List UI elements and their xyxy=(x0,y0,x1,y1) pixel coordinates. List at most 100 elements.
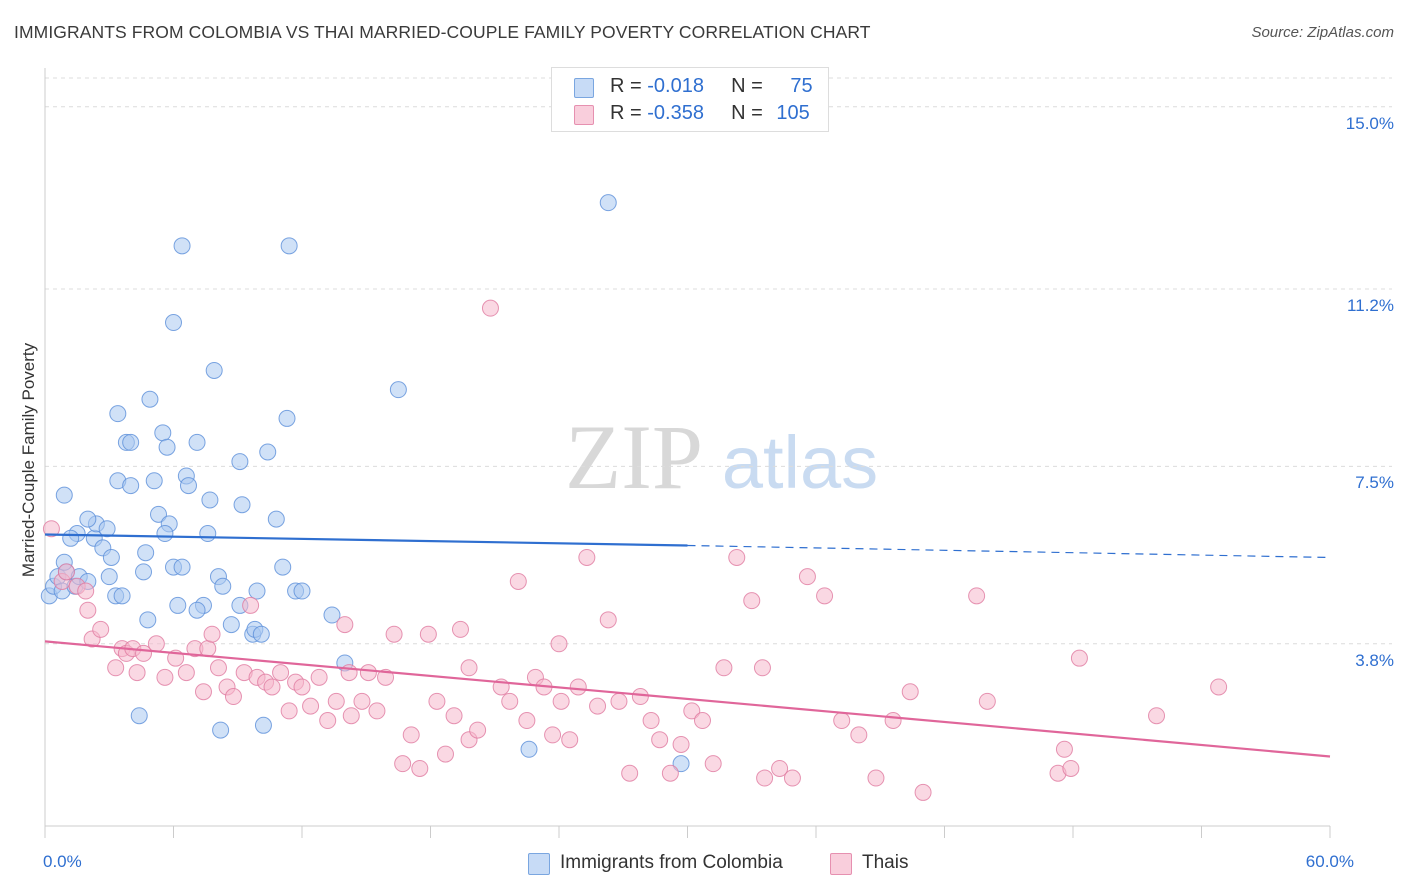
n-label: N = xyxy=(731,75,769,97)
thais-point-74 xyxy=(661,764,679,782)
thais-point-54 xyxy=(469,721,487,739)
thais-point-96 xyxy=(1055,740,1073,758)
thais-point-24 xyxy=(224,688,242,706)
r-value-thais: -0.358 xyxy=(647,102,704,124)
thais-point-21 xyxy=(203,625,221,643)
colombia-trend-extension xyxy=(687,544,1331,559)
watermark-zip: ZIP xyxy=(565,406,703,508)
thais-point-64 xyxy=(561,731,579,749)
thais-point-73 xyxy=(651,731,669,749)
thais-point-86 xyxy=(816,587,834,605)
colombia-point-33 xyxy=(165,314,182,332)
thais-point-2 xyxy=(57,563,75,581)
colombia-point-74 xyxy=(233,496,251,514)
thais-point-84 xyxy=(783,769,801,787)
watermark: ZIP atlas xyxy=(565,406,878,508)
colombia-point-34 xyxy=(173,237,191,255)
colombia-point-63 xyxy=(520,740,538,758)
stats-swatch-thais xyxy=(574,105,594,125)
thais-point-72 xyxy=(642,712,660,730)
thais-point-97 xyxy=(1062,759,1080,777)
thais-point-47 xyxy=(411,759,429,777)
thais-point-15 xyxy=(156,668,174,686)
thais-point-91 xyxy=(901,683,919,701)
colombia-point-44 xyxy=(222,616,240,634)
thais-point-14 xyxy=(147,635,165,653)
thais-point-76 xyxy=(683,702,701,720)
thais-point-57 xyxy=(501,692,519,710)
colombia-point-36 xyxy=(179,477,197,495)
legend-swatch-thais xyxy=(830,853,852,875)
thais-point-77 xyxy=(693,712,711,730)
colombia-point-64 xyxy=(212,721,230,739)
thais-point-68 xyxy=(599,611,617,629)
colombia-point-71 xyxy=(98,520,116,538)
colombia-point-60 xyxy=(389,381,407,399)
colombia-point-50 xyxy=(252,625,270,643)
legend-label-colombia: Immigrants from Colombia xyxy=(560,852,783,873)
thais-point-31 xyxy=(280,702,298,720)
thais-point-19 xyxy=(194,683,212,701)
thais-point-100 xyxy=(1210,678,1228,696)
colombia-point-27 xyxy=(150,505,168,523)
thais-point-8 xyxy=(107,659,125,677)
colombia-point-54 xyxy=(278,409,296,427)
thais-point-37 xyxy=(327,692,345,710)
y-tick-label-3: 15.0% xyxy=(1345,113,1394,133)
colombia-point-41 xyxy=(205,361,223,379)
thais-point-29 xyxy=(263,678,281,696)
x-tick-label-1: 60.0% xyxy=(1305,852,1354,871)
colombia-point-61 xyxy=(599,194,617,212)
thais-point-42 xyxy=(368,702,386,720)
thais-point-79 xyxy=(715,659,733,677)
thais-point-70 xyxy=(621,764,639,782)
colombia-point-62 xyxy=(672,755,690,773)
n-label: N = xyxy=(731,102,769,124)
thais-point-101 xyxy=(753,659,771,677)
thais-point-92 xyxy=(914,783,932,801)
colombia-point-49 xyxy=(248,582,266,600)
axes xyxy=(44,68,1331,838)
n-value-colombia: 75 xyxy=(790,75,813,97)
thais-point-33 xyxy=(293,678,311,696)
colombia-point-22 xyxy=(122,477,140,495)
thais-point-81 xyxy=(743,592,761,610)
chart-title: IMMIGRANTS FROM COLOMBIA VS THAI MARRIED… xyxy=(14,22,871,42)
stats-box: R = -0.018 N = 75 R = -0.358 N = 105 xyxy=(551,67,829,132)
thais-point-58 xyxy=(509,572,527,590)
series-thais-points xyxy=(42,299,1228,801)
thais-point-51 xyxy=(445,707,463,725)
colombia-point-55 xyxy=(280,237,298,255)
thais-point-43 xyxy=(377,668,395,686)
thais-point-12 xyxy=(128,664,146,682)
colombia-point-53 xyxy=(274,558,292,576)
thais-point-52 xyxy=(451,620,469,638)
thais-point-104 xyxy=(460,659,478,677)
thais-point-67 xyxy=(589,697,607,715)
legend-label-thais: Thais xyxy=(862,852,909,873)
colombia-point-67 xyxy=(139,611,157,629)
gridlines xyxy=(45,77,1392,645)
thais-point-38 xyxy=(336,616,354,634)
thais-point-48 xyxy=(419,625,437,643)
y-tick-label-2: 11.2% xyxy=(1347,295,1394,315)
thais-point-69 xyxy=(610,692,628,710)
thais-point-75 xyxy=(672,735,690,753)
thais-point-87 xyxy=(833,712,851,730)
thais-point-7 xyxy=(92,620,110,638)
colombia-point-39 xyxy=(199,525,217,543)
colombia-point-65 xyxy=(254,716,272,734)
colombia-trend-line xyxy=(44,533,688,547)
colombia-point-66 xyxy=(130,707,148,725)
thais-point-50 xyxy=(436,745,454,763)
thais-point-4 xyxy=(77,582,95,600)
colombia-point-28 xyxy=(154,424,172,442)
colombia-point-24 xyxy=(135,563,153,581)
colombia-point-15 xyxy=(100,568,118,586)
colombia-point-6 xyxy=(55,486,73,504)
thais-point-0 xyxy=(42,520,60,538)
thais-point-26 xyxy=(242,596,260,614)
colombia-point-57 xyxy=(293,582,311,600)
thais-point-30 xyxy=(272,664,290,682)
colombia-point-23 xyxy=(137,544,155,562)
